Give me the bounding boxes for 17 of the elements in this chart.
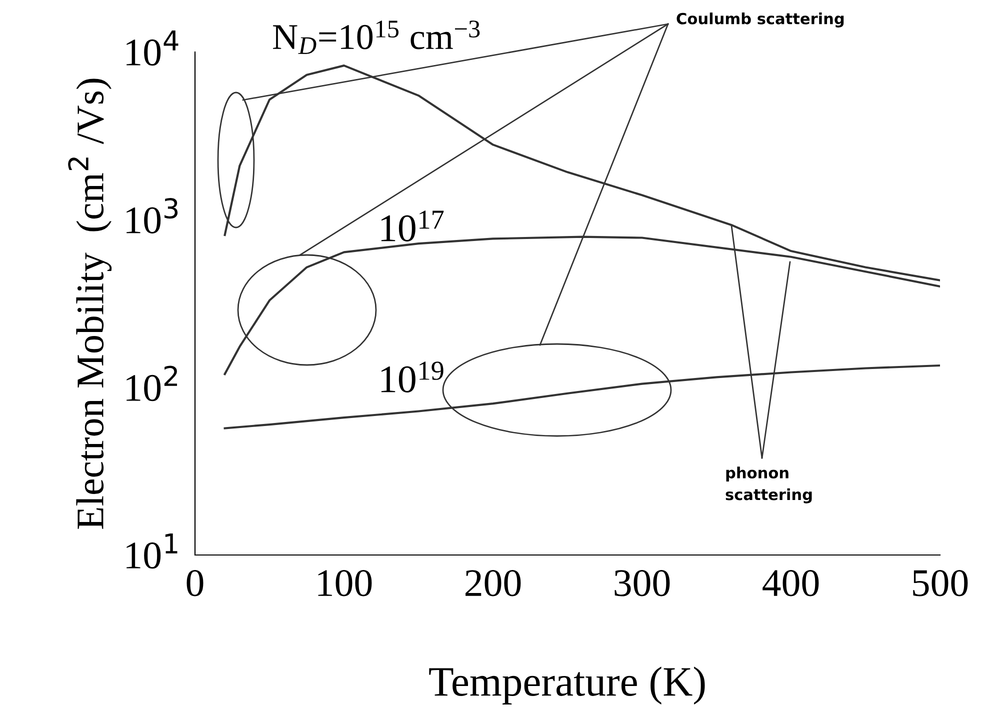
x-tick-label: 500 — [913, 570, 968, 596]
series-label: 10$^{17}$ — [381, 210, 444, 242]
series-label: N$_{D}$=10$^{15}$ cm$^{−3}$ — [273, 20, 480, 54]
x-tick-label: 100 — [318, 570, 372, 596]
y-tick-label: 10$^{3}$ — [126, 198, 178, 234]
y-tick-label: 10$^{4}$ — [126, 30, 178, 66]
y-tick-label: 10$^{2}$ — [126, 366, 178, 402]
y-tick-label: 10$^{1}$ — [126, 534, 178, 569]
text: Coulumb scattering — [676, 12, 844, 28]
x-tick-label: 400 — [762, 570, 819, 596]
y-axis-title: Electron Mobility (cm$^{2}$ /Vs) — [68, 78, 112, 529]
x-axis-title: Temperature (K) — [429, 666, 705, 704]
x-tick-label: 200 — [466, 570, 521, 596]
x-tick-label: 300 — [614, 570, 670, 596]
annotation: phonon scattering — [726, 466, 812, 504]
x-tick-label: 0 — [186, 570, 204, 596]
series-label: 10$^{19}$ — [381, 362, 444, 393]
